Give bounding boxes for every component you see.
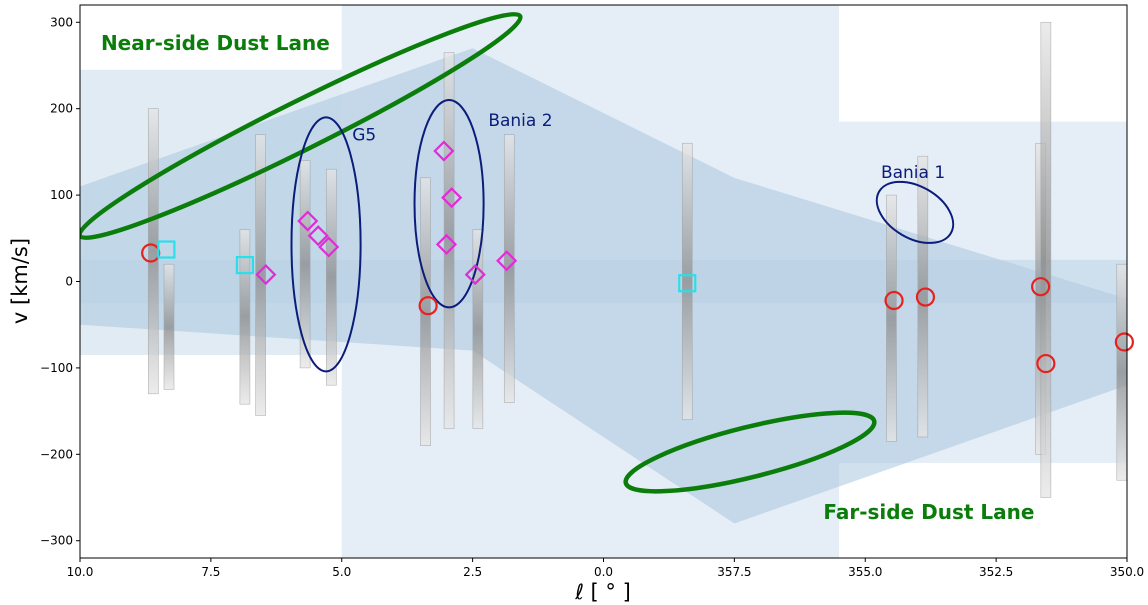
circle-marker	[915, 287, 936, 307]
x-tick-label: 10.0	[67, 565, 94, 579]
region-labels: Near-side Dust Lane Far-side Dust Lane G5 B…	[101, 31, 1035, 524]
diamond-marker	[441, 187, 463, 209]
x-tick-label: 5.0	[332, 565, 351, 579]
spectrum-strip	[325, 168, 337, 386]
y-tick-label: 300	[50, 15, 73, 29]
y-tick-label: −200	[40, 447, 73, 461]
region-label: Far-side Dust Lane	[823, 500, 1034, 524]
y-axis: 300 200 100 0 −100 −200 −300	[40, 15, 80, 548]
spectrum-strip	[886, 194, 897, 442]
x-tick-label: 0.0	[594, 565, 613, 579]
x-tick-label: 355.0	[848, 565, 882, 579]
dust-lane-outline	[623, 410, 877, 494]
y-tick-label: −100	[40, 361, 73, 375]
diamond-marker	[433, 140, 455, 162]
spectrum-strip	[1040, 21, 1052, 498]
diamond-marker	[318, 236, 340, 258]
y-tick-label: −300	[40, 534, 73, 548]
diamond-marker	[297, 210, 319, 232]
diamond-marker	[496, 250, 518, 272]
square-marker	[678, 274, 697, 293]
x-tick-label: 2.5	[463, 565, 482, 579]
square-marker	[235, 255, 255, 275]
region-label: Near-side Dust Lane	[101, 31, 330, 55]
y-tick-label: 200	[50, 102, 73, 116]
x-axis: 10.0 7.5 5.0 2.5 0.0 357.5 355.0 352.5 350.0	[67, 558, 1144, 579]
diamond-marker	[464, 264, 486, 286]
region-label: G5	[352, 126, 376, 146]
plot-area: Near-side Dust Lane Far-side Dust Lane G5 B…	[79, 4, 1134, 559]
spectrum-strip	[420, 177, 431, 446]
diamond-marker	[307, 225, 329, 247]
x-tick-label: 352.5	[979, 565, 1013, 579]
spectrum-strip	[147, 108, 159, 395]
circle-marker	[418, 296, 438, 316]
cloud-outline	[290, 116, 362, 373]
dust-lane-outline	[80, 11, 523, 241]
circle-marker	[884, 290, 904, 311]
y-axis-title: v [km/s]	[8, 238, 32, 324]
diamond-marker	[255, 264, 277, 286]
cloud-outline	[875, 180, 955, 244]
spectra-strips	[147, 21, 1127, 498]
circle-marker	[1036, 353, 1056, 374]
cloud-outline	[413, 99, 485, 309]
x-axis-title: ℓ [ ° ]	[574, 580, 631, 604]
background-emission-map	[80, 5, 1127, 558]
region-label: Bania 2	[488, 111, 552, 131]
x-tick-label: 357.5	[717, 565, 751, 579]
spectrum-strip	[1116, 263, 1127, 481]
spectrum-strip	[255, 134, 266, 416]
x-tick-label: 7.5	[201, 565, 220, 579]
circle-marker	[1031, 277, 1051, 297]
spectrum-strip	[681, 142, 693, 421]
diamond-marker	[435, 233, 458, 255]
data-points	[141, 140, 1134, 374]
y-tick-label: 100	[50, 188, 73, 202]
spectrum-strip	[443, 52, 455, 429]
spectrum-strip	[472, 229, 484, 429]
spectrum-strip	[917, 155, 929, 438]
region-label: Bania 1	[881, 163, 945, 183]
region-outlines	[80, 11, 955, 494]
circle-marker	[1114, 332, 1134, 352]
y-tick-label: 0	[65, 275, 73, 289]
square-marker	[157, 240, 176, 259]
x-tick-label: 350.0	[1110, 565, 1144, 579]
emission-disk-band	[80, 259, 1127, 304]
spectrum-strip	[299, 160, 311, 369]
spectrum-strip	[239, 229, 251, 405]
spectrum-strip	[163, 263, 175, 390]
